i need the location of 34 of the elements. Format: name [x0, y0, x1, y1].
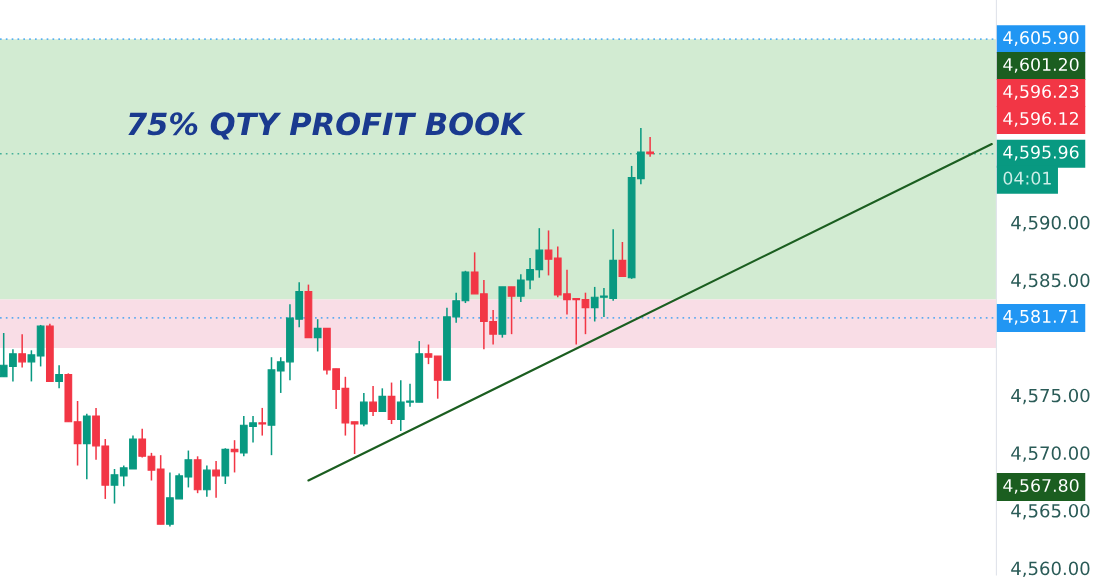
candlestick [350, 420, 359, 455]
ref-line-label: 4,595.96 [1003, 145, 1079, 161]
text: 4,601.20 [1003, 57, 1079, 73]
text: 4,596.23 [1003, 84, 1079, 100]
candlestick [110, 468, 119, 505]
candlestick [27, 349, 36, 383]
candlestick [230, 439, 239, 474]
candlestick [258, 407, 267, 437]
candlestick [378, 387, 387, 413]
candlestick [18, 333, 27, 369]
y-tick-label: 4,570.00 [1011, 446, 1090, 462]
text: 4,596.12 [1003, 111, 1078, 127]
y-tick-label: 4,585.00 [1011, 273, 1090, 289]
y-tick-label: 4,590.00 [1011, 215, 1090, 232]
candlestick [424, 343, 433, 365]
annotation: 75% QTY PROFIT BOOK [128, 112, 526, 140]
candlestick [55, 364, 63, 390]
text: 04:01 [1003, 171, 1051, 185]
candlestick [202, 464, 211, 498]
candlestick [73, 400, 82, 467]
ref-line-label: 4,581.71 [1003, 309, 1079, 325]
candlestick [359, 392, 368, 428]
candlestick [618, 241, 627, 278]
candlestick [387, 381, 396, 425]
candlestick [507, 286, 516, 335]
text: 4,567.80 [1003, 478, 1079, 494]
y-tick-label: 4,560.00 [1011, 561, 1090, 578]
candlestick [369, 385, 377, 417]
ref-line-label: 4,605.90 [1003, 31, 1079, 46]
candlestick [313, 318, 322, 353]
candlestick [646, 136, 654, 158]
y-tick-label: 4,575.00 [1011, 388, 1090, 405]
y-tick-label: 4,565.00 [1011, 503, 1090, 520]
candlestick [212, 460, 220, 499]
